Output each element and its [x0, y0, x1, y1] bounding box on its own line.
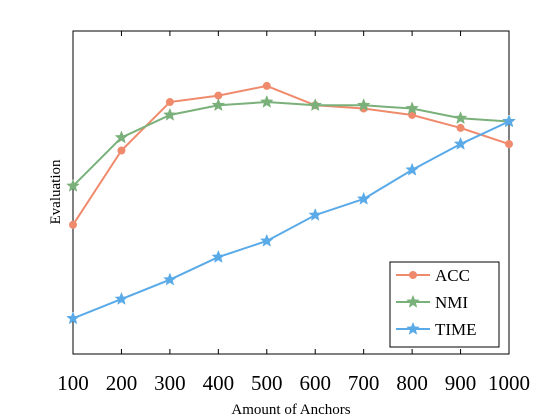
data-point	[211, 249, 226, 263]
data-point	[356, 98, 371, 112]
data-point	[163, 272, 177, 286]
legend-item-nmi: NMI	[396, 293, 468, 312]
x-tick-label: 200	[106, 371, 138, 395]
data-point	[405, 162, 419, 176]
data-point	[308, 207, 323, 221]
data-point	[165, 98, 174, 107]
data-point	[356, 191, 371, 205]
data-point	[117, 146, 126, 155]
legend: ACC NMI TIME	[389, 261, 500, 348]
x-tick-label: 900	[445, 371, 477, 395]
x-tick-label: 700	[348, 371, 380, 395]
legend-label: NMI	[435, 293, 468, 312]
legend-item-time: TIME	[396, 320, 477, 339]
data-point	[114, 291, 129, 305]
series-time	[66, 114, 516, 325]
legend-label: TIME	[435, 320, 477, 339]
data-point	[453, 111, 468, 125]
series-layer	[66, 81, 516, 325]
data-point	[259, 233, 274, 247]
data-point	[502, 114, 516, 128]
data-point	[453, 136, 468, 150]
legend-marker	[409, 271, 417, 279]
data-point	[211, 98, 226, 112]
data-point	[66, 311, 80, 325]
series-line	[72, 84, 510, 226]
x-axis-title: Amount of Anchors	[231, 402, 350, 418]
data-point	[214, 91, 223, 100]
legend-label: ACC	[435, 266, 470, 285]
data-point	[66, 178, 80, 192]
series-nmi	[66, 94, 516, 192]
data-point	[163, 107, 177, 121]
data-point	[405, 101, 419, 115]
x-tick-label: 1000	[488, 371, 530, 395]
data-point	[114, 130, 129, 144]
plot-area-frame	[72, 30, 510, 355]
data-point	[69, 220, 77, 229]
data-point	[308, 98, 323, 112]
series-line	[72, 120, 510, 320]
legend-box	[389, 261, 500, 348]
legend-marker	[406, 294, 420, 308]
legend-item-acc: ACC	[396, 266, 470, 285]
y-axis-title: Evaluation	[48, 159, 64, 224]
x-tick-label: 400	[203, 371, 235, 395]
data-point	[262, 81, 271, 90]
x-tick-label: 500	[251, 371, 283, 395]
data-point	[259, 94, 274, 108]
legend-marker	[406, 321, 420, 335]
x-axis-ticks: 100 200 300 400 500 600 700 800 900 1000	[57, 31, 530, 395]
x-tick-label: 100	[57, 371, 89, 395]
x-tick-label: 800	[396, 371, 428, 395]
series-line	[72, 101, 510, 187]
data-point	[456, 123, 465, 132]
data-point	[505, 140, 513, 149]
x-tick-label: 600	[299, 371, 331, 395]
x-tick-label: 300	[154, 371, 186, 395]
